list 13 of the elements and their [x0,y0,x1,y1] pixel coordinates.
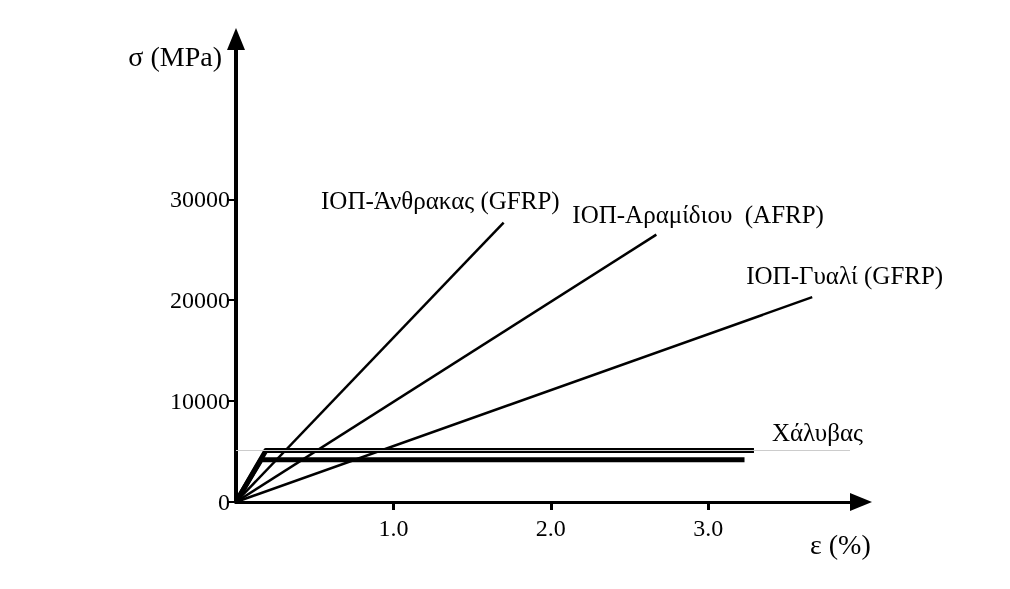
series-label: ΙΟΠ-Αραμίδιου (AFRP) [572,201,824,230]
y-axis-title: σ (MPa) [128,40,222,72]
x-tick-label: 3.0 [693,515,724,541]
y-tick-label: 30000 [170,186,230,213]
series-label: ΙΟΠ-Γυαλί (GFRP) [746,261,944,290]
x-axis-title: ε (%) [810,528,871,560]
x-tick-label: 1.0 [378,515,409,541]
x-tick-label: 2.0 [535,515,566,541]
series-label: Χάλυβας [771,419,863,447]
y-tick-label: 20000 [170,287,230,314]
text: ΙΟΠ-Άνθρακας (GFRP) [321,187,560,216]
y-tick-label: 10000 [170,388,230,415]
y-tick-label: 0 [218,489,230,515]
